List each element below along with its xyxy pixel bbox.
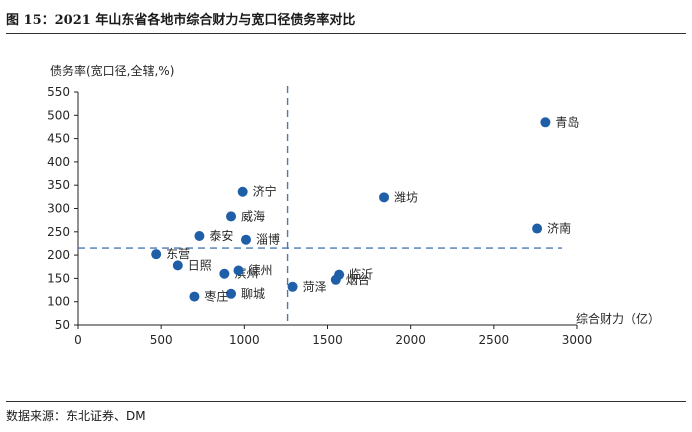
data-label: 枣庄 [204, 289, 228, 304]
data-point [532, 223, 543, 234]
y-tick-label: 100 [47, 295, 70, 309]
data-point [540, 117, 551, 128]
y-tick-label: 200 [47, 248, 70, 262]
data-point [226, 211, 237, 222]
data-label: 东营 [166, 247, 190, 261]
data-label: 德州 [249, 262, 273, 277]
x-tick-label: 1000 [229, 333, 260, 347]
data-point [219, 268, 230, 279]
y-tick-label: 250 [47, 225, 70, 239]
data-label: 青岛 [555, 114, 579, 129]
y-tick-label: 450 [47, 132, 70, 146]
title-divider [6, 33, 686, 34]
data-label: 烟台 [346, 272, 370, 287]
data-label: 菏泽 [303, 280, 327, 294]
data-point [330, 274, 341, 285]
footer-divider [6, 401, 686, 402]
y-tick-label: 300 [47, 202, 70, 216]
data-point [379, 192, 390, 203]
data-label: 济宁 [253, 184, 277, 199]
scatter-chart: 50 100 150 200 250 300 350 400 450 500 550 0 500 1000… [47, 63, 660, 347]
y-tick-label: 350 [47, 178, 70, 192]
y-tick-label: 500 [47, 108, 70, 122]
data-label: 日照 [188, 258, 212, 272]
data-point [151, 249, 162, 260]
x-tick-label: 3000 [562, 333, 593, 347]
x-tick-label: 1500 [312, 333, 343, 347]
data-label: 临沂 [349, 268, 373, 282]
data-label: 潍坊 [394, 189, 418, 204]
y-tick-label: 400 [47, 155, 70, 169]
y-axis-title: 债务率(宽口径,全辖,%) [50, 63, 174, 78]
data-point [172, 260, 183, 271]
y-tick-label: 50 [55, 318, 70, 332]
data-label: 泰安 [209, 228, 233, 243]
x-tick-label: 2500 [479, 333, 510, 347]
x-axis-title: 综合财力（亿） [576, 311, 660, 326]
data-point [237, 186, 248, 197]
data-point [194, 230, 205, 241]
data-point [189, 291, 200, 302]
data-point [233, 265, 244, 276]
data-label: 威海 [241, 208, 265, 223]
data-label: 淄博 [256, 232, 280, 247]
data-point [287, 281, 298, 292]
data-label: 聊城 [241, 287, 265, 301]
data-point [226, 288, 237, 299]
data-label: 济南 [547, 221, 571, 236]
data-point [240, 234, 251, 245]
x-tick-label: 2000 [395, 333, 426, 347]
y-tick-label: 150 [47, 271, 70, 285]
x-tick-label: 0 [74, 333, 82, 347]
x-tick-label: 500 [150, 333, 173, 347]
y-tick-label: 550 [47, 85, 70, 99]
page-title: 图 15：2021 年山东省各地市综合财力与宽口径债务率对比 [6, 13, 356, 28]
source-note: 数据来源：东北证券、DM [6, 409, 146, 423]
